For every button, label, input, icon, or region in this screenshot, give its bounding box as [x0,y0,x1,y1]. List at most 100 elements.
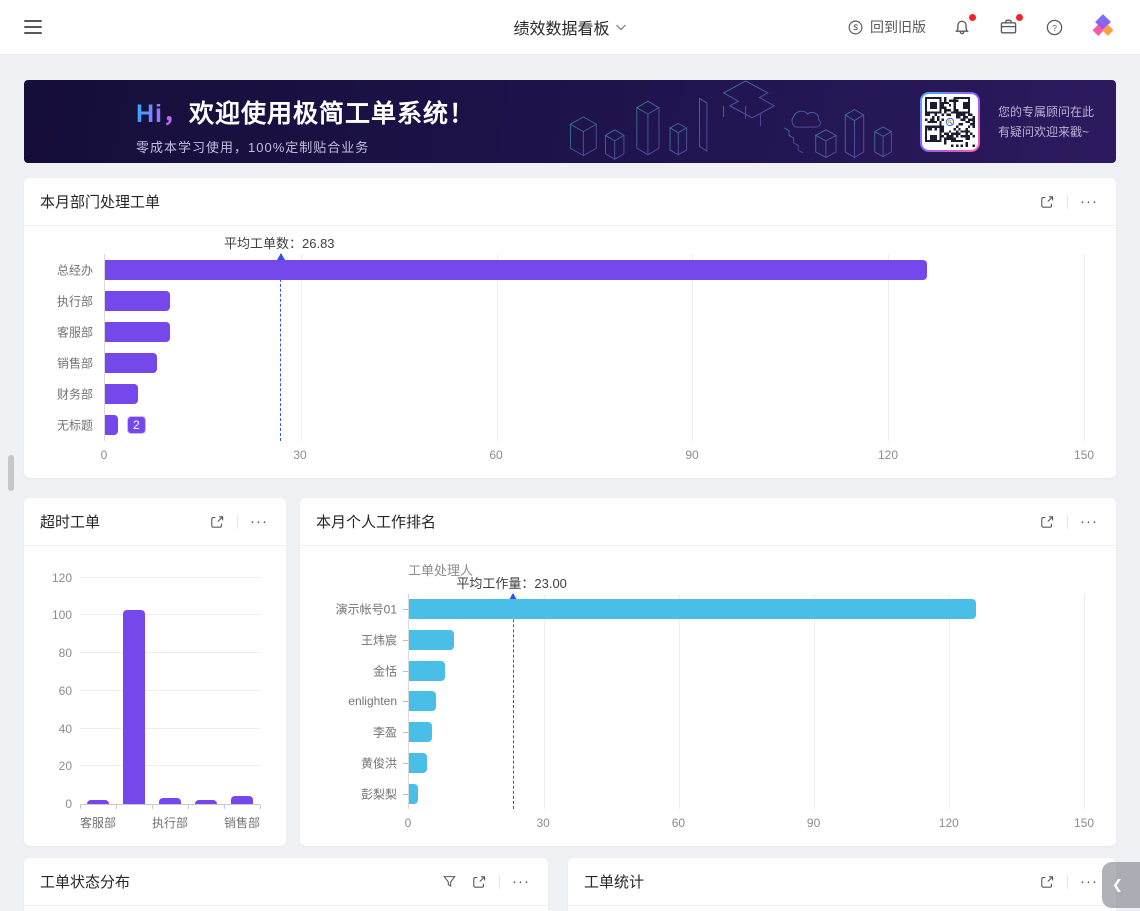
expand-icon[interactable] [207,512,227,532]
dept-bar-4[interactable] [105,384,138,405]
axis-tick [403,670,408,672]
chart-plot: 0 20 40 60 80 100 120 [52,570,261,811]
workbench-button[interactable] [998,14,1023,37]
gridline [679,594,680,809]
gridline [80,765,260,767]
category-label: 客服部 [80,816,117,830]
card-dept-workorders: 本月部门处理工单 ··· 平均工单数：26.83 总经办 执行部 客服部 销售部 财务部无… [24,178,1116,478]
ranking-bar-4[interactable] [409,722,432,743]
collapse-panel-tab[interactable]: ❮ [1102,862,1140,908]
more-icon[interactable]: ··· [1080,512,1098,530]
category-label: 总经办 [56,263,93,278]
average-line-arrow [276,253,285,260]
dept-bar-3[interactable] [105,353,158,374]
card-workorder-stats: 工单统计 ··· [568,858,1116,911]
card-header: 工单统计 ··· [568,858,1116,906]
dashboard-title-dropdown[interactable]: 绩效数据看板 [513,15,627,39]
more-icon[interactable]: ··· [512,872,530,890]
banner-title: Hi，欢迎使用极简工单系统！ [136,100,476,128]
filter-icon[interactable] [440,872,459,891]
notification-dot [969,14,976,21]
overtime-bar-1[interactable] [123,609,145,804]
menu-icon[interactable] [24,20,42,34]
chart-column [188,570,224,804]
expand-icon[interactable] [1037,872,1057,892]
chart-row: 无标题 2 [57,410,1084,441]
notifications-button[interactable] [952,14,976,37]
chart-top-area: 平均工单数：26.83 [40,228,1100,254]
expand-icon[interactable] [1037,512,1057,532]
gridline [300,254,302,441]
more-icon[interactable]: ··· [1080,192,1098,210]
ranking-bar-1[interactable] [409,630,454,651]
card-title: 本月个人工作排名 [316,514,437,531]
qr-caption: 您的专属顾问在此 有疑问欢迎来戳~ [997,104,1094,139]
card-title: 本月部门处理工单 [40,194,161,211]
card-header: 本月个人工作排名 ··· [300,498,1116,546]
axis-tick [403,732,408,734]
chart-column [80,570,116,804]
ranking-bar-3[interactable] [409,691,436,712]
axis-tick-label: 60 [671,816,686,830]
overtime-bar-2[interactable] [159,798,181,804]
axis-tick-label: 150 [1073,448,1095,462]
axis-tick [80,805,81,809]
card-title: 工单统计 [584,874,645,891]
axis-tick [188,805,189,809]
dept-bar-5[interactable] [105,415,119,436]
average-label: 平均工单数：26.83 [224,236,335,251]
card-header: 本月部门处理工单 ··· [24,178,1116,226]
axis-tick [403,762,408,764]
ranking-bar-5[interactable] [409,752,427,773]
axis-tick-label: 100 [51,608,72,623]
chevron-left-icon: ❮ [1112,877,1123,892]
overtime-bar-3[interactable] [195,800,217,804]
ranking-bar-6[interactable] [409,783,418,804]
chart-column [116,570,152,804]
average-line [512,594,514,809]
chart-plot: 演示帐号01 王炜宸 金恬 enlighten 李盈 黄俊洪 彭梨梨 [336,593,1085,809]
x-axis: 客服部 执行部 销售部 [80,805,260,835]
chart-row: 王炜宸 [361,625,1084,656]
dept-bar-2[interactable] [105,321,171,342]
chart-row: enlighten [348,686,1084,717]
gridline [80,727,260,729]
ranking-bar-chart: 工单处理人 平均工作量：23.00 演示帐号01 王炜宸 金恬 enlighten 李盈 黄俊… [316,548,1100,835]
axis-tick-label: 20 [58,759,72,774]
overtime-bar-0[interactable] [87,800,109,804]
chart-row: 黄俊洪 [361,748,1084,779]
ranking-bar-2[interactable] [409,660,445,681]
qr-code [919,91,980,152]
axis-tick [403,701,408,703]
category-label: 无标题 [56,418,93,433]
briefcase-icon [1000,19,1017,34]
dept-bar-1[interactable] [105,290,171,311]
gridline [80,689,260,691]
category-label: 演示帐号01 [335,602,397,617]
back-to-old-version-button[interactable]: 回到旧版 [847,17,926,37]
app-logo-icon[interactable] [1090,14,1116,40]
chart-row: 总经办 [57,254,1084,285]
axis-tick-label: 0 [65,797,72,811]
dept-bar-0[interactable] [105,259,928,280]
axis-tick-label: 0 [404,816,412,830]
category-label: 王炜宸 [360,633,397,648]
overtime-bar-4[interactable] [231,796,253,804]
help-button[interactable]: ? [1045,18,1064,37]
ranking-bar-0[interactable] [409,599,976,620]
divider [499,874,500,889]
divider [1067,874,1068,889]
axis-tick-label: 40 [58,721,72,736]
category-label: 黄俊洪 [360,756,397,771]
more-icon[interactable]: ··· [250,512,268,530]
expand-icon[interactable] [1037,192,1057,212]
expand-icon[interactable] [469,872,489,892]
axis-tick-label: 120 [877,448,899,462]
card-header: 工单状态分布 ··· [24,858,548,906]
chevron-down-icon [616,24,627,30]
left-scrollbar-thumb[interactable] [8,455,14,491]
axis-tick-label: 150 [1073,816,1095,830]
more-icon[interactable]: ··· [1080,872,1098,890]
gridline [80,576,260,578]
divider [1067,194,1068,209]
